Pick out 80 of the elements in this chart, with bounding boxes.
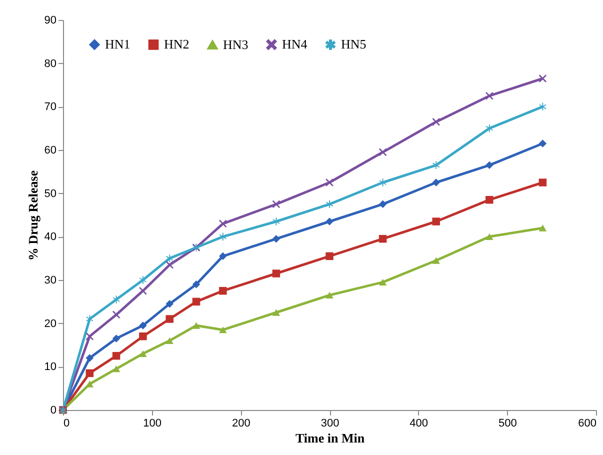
legend-label: HN5 (341, 36, 366, 52)
point (86, 354, 94, 362)
point (379, 178, 386, 186)
point (538, 178, 547, 186)
point (166, 254, 174, 262)
x-tick-label: 300 (320, 418, 340, 430)
y-tick-label: 40 (44, 231, 56, 244)
point (272, 218, 280, 226)
point (219, 252, 227, 260)
point (139, 350, 147, 358)
point (112, 310, 120, 319)
point (219, 286, 227, 295)
point (166, 337, 174, 344)
y-tick-label: 70 (44, 101, 56, 114)
point (272, 200, 280, 208)
legend-label: HN3 (223, 36, 248, 52)
y-tick-label: 90 (44, 14, 56, 26)
point (272, 234, 280, 243)
point (112, 296, 120, 304)
point (486, 196, 494, 204)
point (486, 92, 494, 100)
y-tick-label: 60 (44, 144, 56, 156)
x-tick-label: 200 (232, 418, 250, 430)
y-tick-label: 20 (44, 318, 56, 330)
point (139, 332, 147, 340)
point (326, 218, 334, 226)
point (539, 102, 546, 111)
point (112, 352, 120, 360)
y-tick-label: 30 (44, 274, 56, 286)
x-tick-label: 600 (578, 418, 596, 430)
x-axis-title: Time in Min (295, 430, 366, 446)
point (432, 257, 440, 264)
point (432, 118, 440, 126)
point (219, 220, 227, 228)
point (166, 300, 174, 308)
point (112, 365, 120, 372)
point (432, 218, 440, 226)
point (538, 224, 547, 232)
x-tick-label: 0 (64, 418, 70, 430)
x-tick-label: 500 (498, 418, 517, 430)
point (272, 270, 280, 278)
y-tick-label: 0 (50, 404, 56, 416)
point (192, 280, 200, 288)
y-tick-label: 50 (44, 188, 56, 200)
point (192, 322, 200, 329)
point (378, 200, 387, 208)
legend-label: HN1 (105, 36, 130, 52)
point (139, 276, 147, 284)
point (86, 315, 94, 323)
point (486, 124, 493, 132)
point (326, 252, 334, 260)
y-tick-label: 80 (44, 58, 56, 70)
legend-label: HN2 (164, 36, 190, 52)
point (378, 278, 387, 286)
point (139, 322, 147, 330)
x-tick-label: 400 (410, 418, 428, 430)
legend-label: HN4 (282, 36, 308, 52)
point (219, 326, 227, 334)
point (486, 161, 494, 170)
point (538, 140, 547, 148)
point (86, 332, 94, 340)
point (326, 292, 334, 299)
point (432, 161, 440, 170)
x-tick-label: 100 (143, 418, 162, 430)
point (538, 74, 547, 82)
point (432, 178, 440, 186)
point (139, 286, 147, 295)
point (86, 369, 94, 378)
point (219, 232, 226, 241)
point (166, 315, 174, 323)
y-tick-label: 10 (44, 361, 56, 374)
point (166, 260, 174, 269)
point (378, 148, 387, 156)
point (326, 200, 334, 208)
point (192, 298, 200, 306)
point (486, 233, 494, 240)
point (378, 234, 387, 243)
point (272, 309, 280, 316)
point (112, 334, 120, 342)
y-axis-title: % Drug Release (25, 170, 40, 261)
